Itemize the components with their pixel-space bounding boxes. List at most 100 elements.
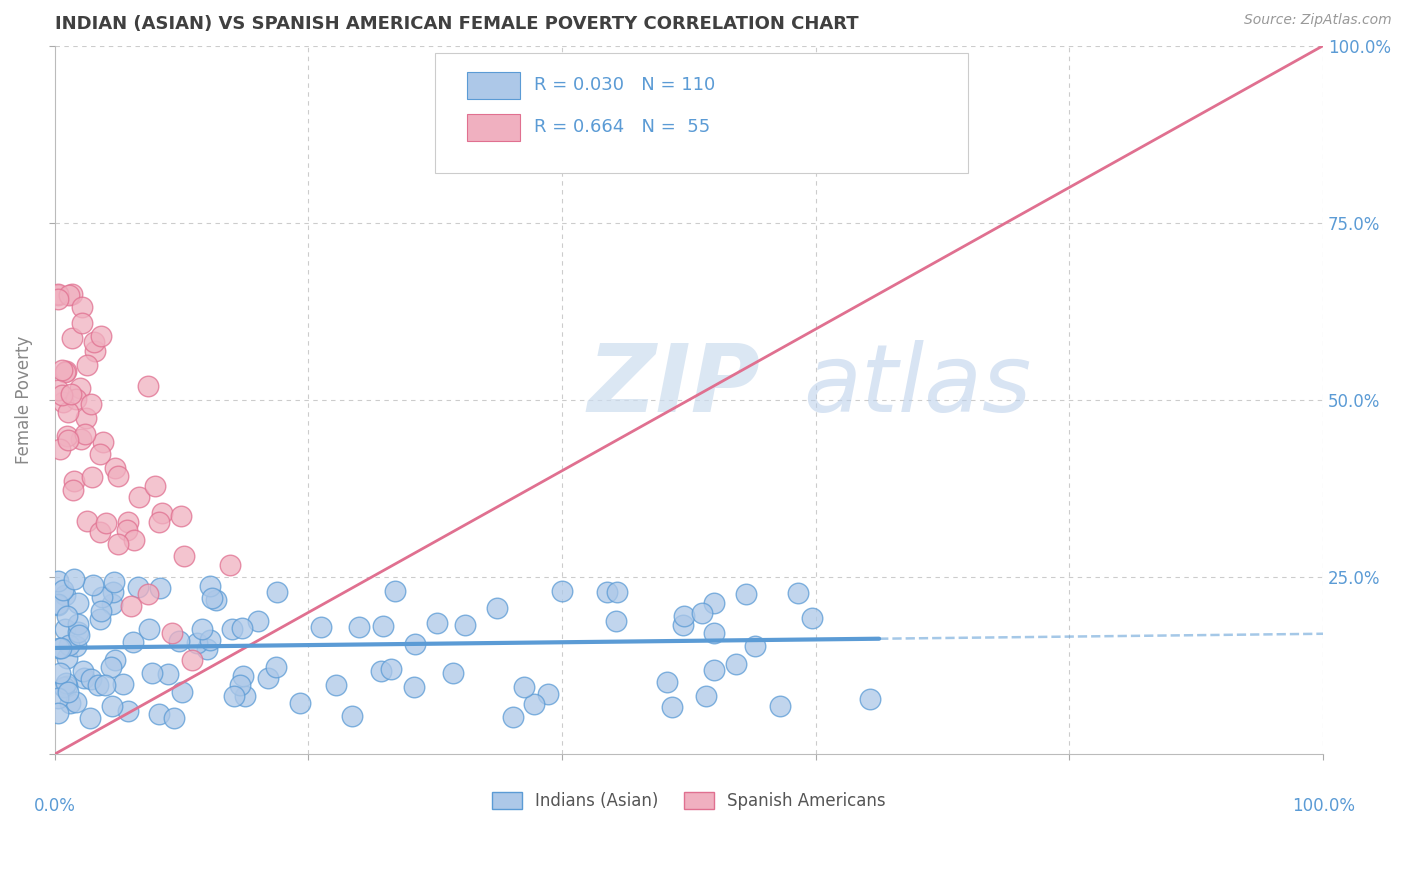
- Point: [66, 596, 89, 610]
- Point: [80, 397, 103, 411]
- Point: [205, 593, 228, 607]
- Point: [101, 585, 124, 599]
- Point: [325, 678, 347, 692]
- Point: [66, 625, 89, 640]
- Point: [52, 583, 75, 598]
- Point: [83, 335, 105, 350]
- Point: [103, 575, 125, 590]
- Point: [56, 433, 79, 447]
- Point: [288, 696, 311, 710]
- Point: [80, 673, 103, 687]
- Point: [725, 657, 748, 671]
- Point: [186, 636, 208, 650]
- Point: [69, 380, 91, 394]
- Point: [76, 410, 98, 425]
- Point: [51, 388, 73, 402]
- Point: [703, 664, 725, 678]
- FancyBboxPatch shape: [434, 53, 967, 173]
- Point: [596, 584, 619, 599]
- Point: [104, 460, 127, 475]
- Point: [48, 292, 70, 306]
- Point: [90, 590, 112, 604]
- Point: [370, 664, 392, 678]
- Point: [801, 611, 824, 625]
- Point: [605, 614, 627, 628]
- FancyBboxPatch shape: [467, 72, 520, 99]
- Point: [121, 635, 143, 649]
- Point: [150, 506, 173, 520]
- Point: [786, 586, 808, 600]
- Point: [93, 678, 115, 692]
- Point: [55, 364, 77, 378]
- Point: [117, 705, 139, 719]
- FancyBboxPatch shape: [467, 114, 520, 141]
- Point: [60, 331, 83, 345]
- Point: [70, 316, 93, 330]
- Point: [703, 596, 725, 610]
- Point: [67, 616, 90, 631]
- Point: [143, 478, 166, 492]
- Point: [46, 598, 69, 612]
- Point: [72, 664, 94, 678]
- Point: [59, 696, 82, 710]
- Point: [222, 689, 245, 703]
- Point: [169, 509, 191, 524]
- Point: [181, 653, 204, 667]
- Point: [84, 344, 107, 359]
- Point: [60, 387, 83, 401]
- Point: [69, 628, 91, 642]
- Point: [744, 639, 766, 653]
- Point: [124, 533, 146, 547]
- Text: INDIAN (ASIAN) VS SPANISH AMERICAN FEMALE POVERTY CORRELATION CHART: INDIAN (ASIAN) VS SPANISH AMERICAN FEMAL…: [55, 15, 858, 33]
- Point: [606, 584, 628, 599]
- Point: [62, 483, 84, 497]
- Point: [117, 516, 139, 530]
- Point: [156, 666, 179, 681]
- Point: [523, 698, 546, 712]
- Y-axis label: Female Poverty: Female Poverty: [15, 335, 32, 464]
- Point: [87, 678, 110, 692]
- Point: [49, 666, 72, 681]
- Point: [136, 587, 159, 601]
- Point: [231, 621, 253, 635]
- Point: [426, 615, 449, 630]
- Text: Source: ZipAtlas.com: Source: ZipAtlas.com: [1244, 13, 1392, 28]
- Point: [49, 640, 72, 655]
- Point: [380, 662, 402, 676]
- Point: [55, 676, 77, 690]
- Point: [107, 469, 129, 483]
- Point: [65, 640, 87, 654]
- Point: [149, 581, 172, 595]
- Point: [148, 515, 170, 529]
- Point: [101, 597, 124, 611]
- Point: [136, 379, 159, 393]
- Point: [103, 652, 125, 666]
- Point: [859, 692, 882, 706]
- Point: [53, 365, 76, 379]
- Text: 100.0%: 100.0%: [1292, 797, 1354, 814]
- Point: [53, 588, 76, 602]
- Point: [107, 536, 129, 550]
- Point: [82, 578, 104, 592]
- Point: [72, 300, 94, 314]
- Point: [60, 286, 83, 301]
- Point: [404, 637, 426, 651]
- Point: [70, 433, 93, 447]
- Point: [58, 685, 80, 699]
- Text: R = 0.664   N =  55: R = 0.664 N = 55: [534, 118, 710, 136]
- Point: [58, 638, 80, 652]
- Point: [112, 677, 135, 691]
- Point: [537, 687, 560, 701]
- Text: R = 0.030   N = 110: R = 0.030 N = 110: [534, 76, 716, 94]
- Point: [120, 599, 142, 614]
- Point: [75, 427, 97, 442]
- Point: [101, 698, 124, 713]
- Point: [46, 288, 69, 302]
- Point: [46, 598, 69, 612]
- Point: [62, 572, 84, 586]
- Point: [219, 558, 242, 572]
- Point: [229, 677, 252, 691]
- Point: [82, 469, 104, 483]
- Point: [46, 383, 69, 397]
- Point: [769, 698, 792, 713]
